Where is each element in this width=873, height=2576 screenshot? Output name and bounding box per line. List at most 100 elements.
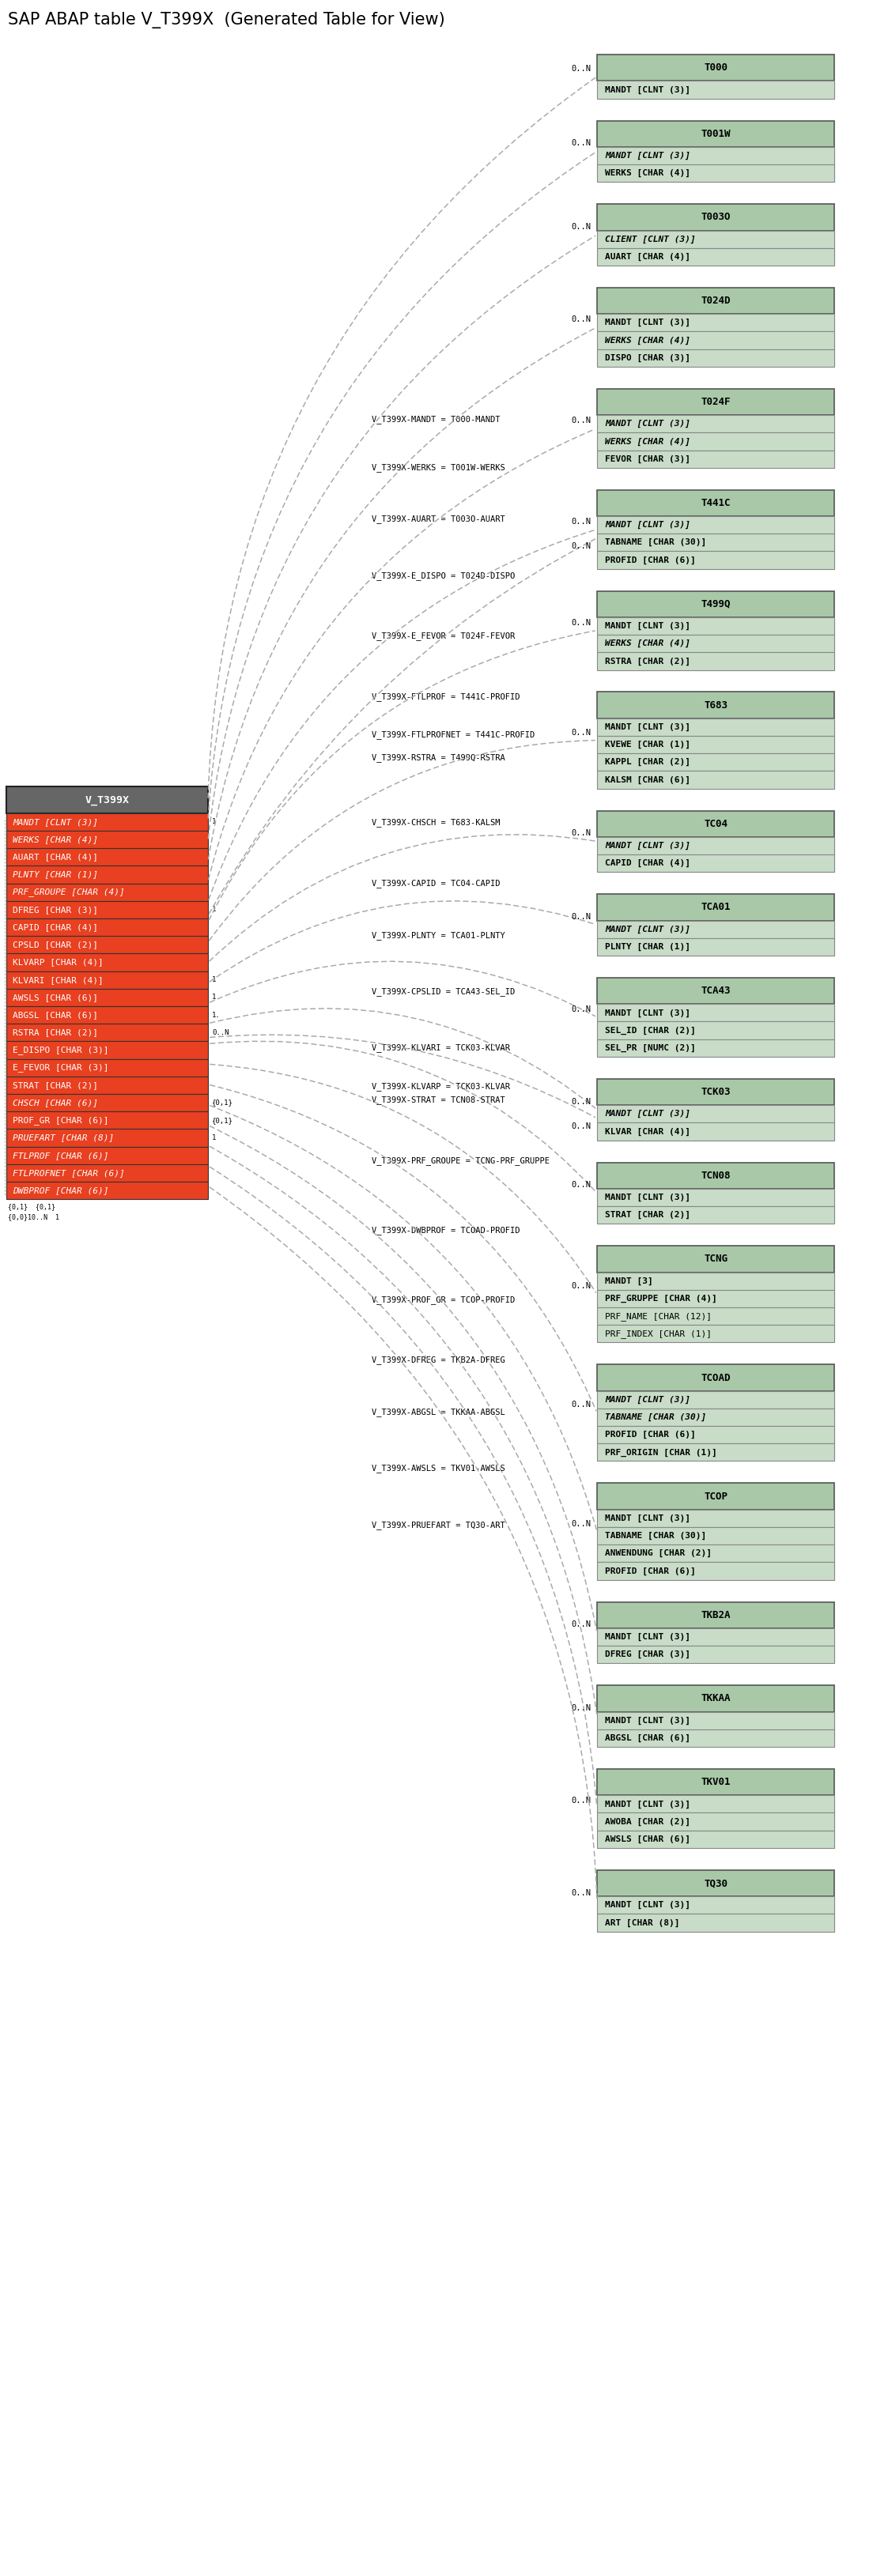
Text: 0..N: 0..N [571, 1520, 591, 1528]
Text: CAPID [CHAR (4)]: CAPID [CHAR (4)] [12, 922, 98, 930]
Bar [597, 229, 835, 247]
Text: 0..N: 0..N [571, 541, 591, 549]
Text: 1.: 1. [212, 1012, 220, 1018]
Text: MANDT [CLNT (3)]: MANDT [CLNT (3)] [605, 152, 691, 160]
Bar [597, 1365, 835, 1391]
Text: KAPPL [CHAR (2)]: KAPPL [CHAR (2)] [605, 757, 691, 765]
Bar [597, 1247, 835, 1273]
Bar [6, 1041, 208, 1059]
Text: WERKS [CHAR (4)]: WERKS [CHAR (4)] [605, 337, 691, 345]
Text: PLNTY [CHAR (1)]: PLNTY [CHAR (1)] [605, 943, 691, 951]
Text: V_T399X-WERKS = T001W-WERKS: V_T399X-WERKS = T001W-WERKS [371, 464, 505, 471]
Bar [597, 652, 835, 670]
Text: TCOAD: TCOAD [701, 1373, 731, 1383]
Text: KALSM [CHAR (6)]: KALSM [CHAR (6)] [605, 775, 691, 783]
Bar [597, 1685, 835, 1710]
Text: V_T399X-DWBPROF = TCOAD-PROFID: V_T399X-DWBPROF = TCOAD-PROFID [371, 1226, 519, 1234]
Bar [6, 848, 208, 866]
Bar [597, 1814, 835, 1832]
Text: PRF_INDEX [CHAR (1)]: PRF_INDEX [CHAR (1)] [605, 1329, 711, 1337]
Text: 0..N: 0..N [212, 1028, 229, 1036]
Bar [597, 979, 835, 1005]
Bar [597, 1870, 835, 1896]
Bar [6, 1146, 208, 1164]
Bar [597, 1005, 835, 1023]
Bar [597, 204, 835, 229]
Bar [597, 1710, 835, 1728]
Text: SEL_ID [CHAR (2)]: SEL_ID [CHAR (2)] [605, 1025, 696, 1036]
Bar [597, 1291, 835, 1309]
Bar [6, 1023, 208, 1041]
Text: 0..N: 0..N [571, 618, 591, 626]
Text: MANDT [CLNT (3)]: MANDT [CLNT (3)] [605, 420, 691, 428]
Text: 0..N: 0..N [571, 1795, 591, 1806]
Text: MANDT [CLNT (3)]: MANDT [CLNT (3)] [605, 1193, 691, 1200]
Bar [597, 551, 835, 569]
Bar [6, 1077, 208, 1095]
Text: 0..N: 0..N [571, 518, 591, 526]
Bar [6, 1095, 208, 1110]
Text: CLIENT [CLNT (3)]: CLIENT [CLNT (3)] [605, 234, 696, 242]
Bar [597, 1023, 835, 1038]
Text: 0..N: 0..N [571, 64, 591, 72]
Bar [597, 1409, 835, 1427]
Bar [597, 247, 835, 265]
Text: 0..N: 0..N [571, 139, 591, 147]
Text: PROFID [CHAR (6)]: PROFID [CHAR (6)] [605, 1566, 696, 1574]
Text: DFREG [CHAR (3)]: DFREG [CHAR (3)] [605, 1651, 691, 1659]
Bar [597, 1832, 835, 1847]
Text: SAP ABAP table V_T399X  (Generated Table for View): SAP ABAP table V_T399X (Generated Table … [8, 13, 445, 28]
Text: DFREG [CHAR (3)]: DFREG [CHAR (3)] [12, 907, 98, 914]
Text: CAPID [CHAR (4)]: CAPID [CHAR (4)] [605, 860, 691, 868]
Text: TCN08: TCN08 [701, 1170, 731, 1180]
Bar [597, 920, 835, 938]
Bar [597, 1728, 835, 1747]
Bar [597, 54, 835, 80]
Bar [597, 719, 835, 737]
Text: AUART [CHAR (4)]: AUART [CHAR (4)] [12, 853, 98, 860]
Bar [6, 786, 208, 814]
Text: 1: 1 [212, 1133, 217, 1141]
Text: T024D: T024D [701, 296, 731, 307]
Text: PROFID [CHAR (6)]: PROFID [CHAR (6)] [605, 556, 696, 564]
Text: 0..N: 0..N [571, 1005, 591, 1012]
Bar [6, 1164, 208, 1182]
Text: KLVAR [CHAR (4)]: KLVAR [CHAR (4)] [605, 1128, 691, 1136]
Text: MANDT [CLNT (3)]: MANDT [CLNT (3)] [605, 520, 691, 528]
Bar [597, 634, 835, 652]
Text: T441C: T441C [701, 497, 731, 507]
Bar [6, 829, 208, 848]
Text: RSTRA [CHAR (2)]: RSTRA [CHAR (2)] [605, 657, 691, 665]
Text: 0..N: 0..N [571, 729, 591, 737]
Bar [597, 855, 835, 873]
Bar [597, 1123, 835, 1141]
Text: TKV01: TKV01 [701, 1777, 731, 1788]
Bar [597, 1038, 835, 1056]
Text: TCA43: TCA43 [701, 987, 731, 997]
Bar [597, 451, 835, 469]
Bar [597, 515, 835, 533]
Text: {0,0}10..N  1: {0,0}10..N 1 [8, 1213, 59, 1221]
Bar [6, 1007, 208, 1023]
Text: MANDT [CLNT (3)]: MANDT [CLNT (3)] [605, 842, 691, 850]
Text: V_T399X-FTLPROFNET = T441C-PROFID: V_T399X-FTLPROFNET = T441C-PROFID [371, 732, 534, 739]
Bar [597, 837, 835, 855]
Bar [6, 1059, 208, 1077]
Text: T000: T000 [704, 62, 727, 72]
Text: {0,1}: {0,1} [212, 1115, 233, 1123]
Text: 1: 1 [212, 976, 217, 984]
Text: 0..N: 0..N [571, 1283, 591, 1291]
Bar [597, 1443, 835, 1461]
Text: TQ30: TQ30 [704, 1878, 727, 1888]
Text: AWSLS [CHAR (6)]: AWSLS [CHAR (6)] [605, 1834, 691, 1844]
Text: V_T399X-KLVARP = TCK03-KLVAR: V_T399X-KLVARP = TCK03-KLVAR [371, 1082, 510, 1090]
Bar [6, 1182, 208, 1200]
Text: 0..N: 0..N [571, 1182, 591, 1190]
Text: FEVOR [CHAR (3)]: FEVOR [CHAR (3)] [605, 456, 691, 464]
Text: TCNG: TCNG [704, 1255, 727, 1265]
Bar [597, 121, 835, 147]
Text: PRF_GROUPE [CHAR (4)]: PRF_GROUPE [CHAR (4)] [12, 889, 125, 896]
Text: 0..N: 0..N [571, 224, 591, 232]
Text: MANDT [CLNT (3)]: MANDT [CLNT (3)] [605, 319, 691, 327]
Bar [597, 165, 835, 183]
